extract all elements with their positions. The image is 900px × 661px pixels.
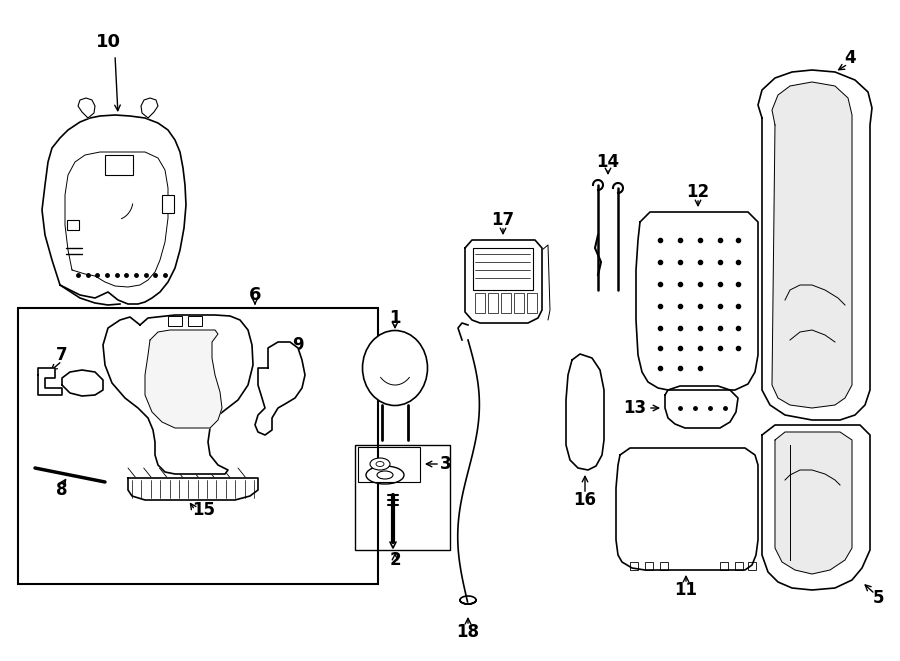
Polygon shape bbox=[128, 478, 258, 500]
Polygon shape bbox=[665, 386, 738, 428]
Bar bbox=[488, 293, 498, 313]
Text: 12: 12 bbox=[687, 183, 709, 201]
Polygon shape bbox=[65, 152, 168, 287]
Polygon shape bbox=[141, 98, 158, 118]
Polygon shape bbox=[465, 240, 542, 323]
Polygon shape bbox=[103, 315, 253, 474]
Polygon shape bbox=[566, 354, 604, 470]
Polygon shape bbox=[62, 370, 103, 396]
Text: 9: 9 bbox=[292, 336, 304, 354]
Bar bbox=[168, 316, 182, 326]
Text: 1: 1 bbox=[389, 309, 400, 327]
Polygon shape bbox=[762, 425, 870, 590]
Bar bbox=[630, 562, 638, 570]
Bar bbox=[720, 562, 728, 570]
Ellipse shape bbox=[366, 466, 404, 484]
Polygon shape bbox=[255, 342, 305, 435]
Bar bbox=[735, 562, 743, 570]
Bar bbox=[527, 293, 537, 313]
Bar bbox=[358, 447, 420, 482]
Polygon shape bbox=[78, 98, 95, 118]
Bar bbox=[645, 562, 653, 570]
Text: 7: 7 bbox=[56, 346, 68, 364]
Text: 2: 2 bbox=[389, 551, 400, 569]
Bar bbox=[660, 562, 668, 570]
Polygon shape bbox=[145, 330, 222, 428]
Bar bbox=[514, 293, 524, 313]
Bar bbox=[188, 316, 202, 326]
Bar bbox=[18, 308, 378, 584]
Text: 16: 16 bbox=[573, 491, 597, 509]
Bar bbox=[473, 248, 533, 290]
Text: 11: 11 bbox=[674, 581, 698, 599]
Text: 10: 10 bbox=[95, 33, 121, 51]
Text: 14: 14 bbox=[597, 153, 619, 171]
Bar bbox=[475, 293, 485, 313]
Ellipse shape bbox=[370, 458, 390, 470]
Ellipse shape bbox=[377, 471, 393, 479]
Polygon shape bbox=[636, 212, 758, 390]
Text: 5: 5 bbox=[872, 589, 884, 607]
Text: 6: 6 bbox=[248, 286, 261, 304]
Bar bbox=[748, 562, 756, 570]
Polygon shape bbox=[42, 115, 186, 304]
Text: 8: 8 bbox=[56, 481, 68, 499]
Polygon shape bbox=[758, 70, 872, 420]
Text: 4: 4 bbox=[844, 49, 856, 67]
Bar bbox=[162, 195, 174, 213]
Text: 15: 15 bbox=[192, 501, 215, 519]
Ellipse shape bbox=[376, 461, 384, 467]
Polygon shape bbox=[38, 368, 62, 395]
Bar bbox=[501, 293, 511, 313]
Polygon shape bbox=[772, 82, 852, 408]
Bar bbox=[105, 155, 133, 175]
Bar bbox=[67, 220, 79, 230]
Bar bbox=[355, 445, 450, 550]
Ellipse shape bbox=[363, 330, 428, 405]
Text: 3: 3 bbox=[440, 455, 452, 473]
Text: 18: 18 bbox=[456, 623, 480, 641]
Polygon shape bbox=[616, 448, 758, 570]
Text: 17: 17 bbox=[491, 211, 515, 229]
Text: 13: 13 bbox=[624, 399, 646, 417]
Polygon shape bbox=[775, 432, 852, 574]
